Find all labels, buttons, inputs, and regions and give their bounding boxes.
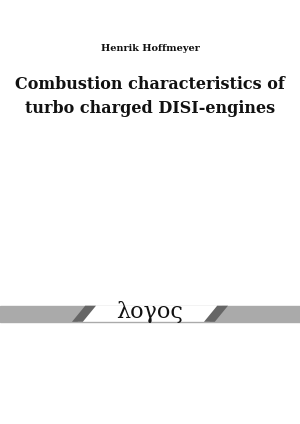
Polygon shape	[77, 306, 223, 322]
Text: turbo charged DISI-engines: turbo charged DISI-engines	[25, 100, 275, 117]
Bar	[0, 306, 300, 322]
Polygon shape	[204, 306, 228, 322]
Text: Henrik Hoffmeyer: Henrik Hoffmeyer	[100, 44, 200, 53]
Polygon shape	[72, 306, 96, 322]
Text: λογος: λογος	[117, 301, 183, 324]
Text: Combustion characteristics of: Combustion characteristics of	[15, 76, 285, 93]
